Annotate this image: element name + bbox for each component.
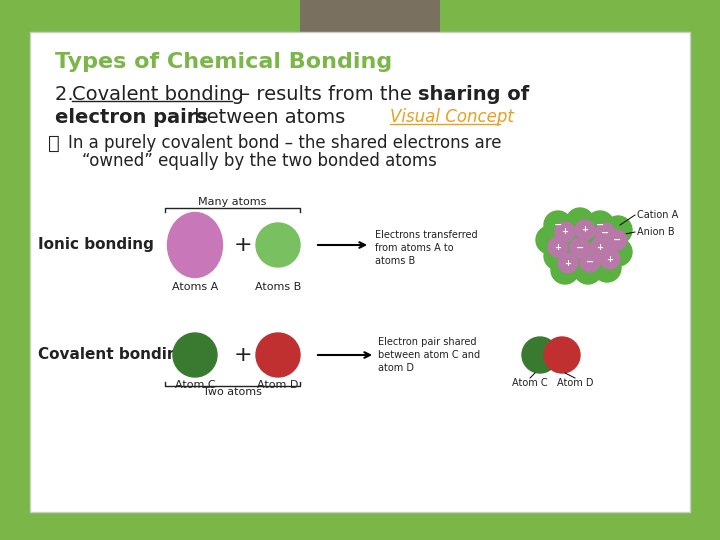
Text: +: + xyxy=(564,259,572,267)
Circle shape xyxy=(536,226,564,254)
Text: Atom C: Atom C xyxy=(175,380,215,390)
Text: +: + xyxy=(582,226,588,234)
Circle shape xyxy=(256,223,300,267)
Text: Visual Concept: Visual Concept xyxy=(390,108,514,126)
Text: Types of Chemical Bonding: Types of Chemical Bonding xyxy=(55,52,392,72)
Text: +: + xyxy=(554,242,562,252)
Circle shape xyxy=(593,254,621,282)
Circle shape xyxy=(607,230,627,250)
Circle shape xyxy=(595,223,615,243)
Circle shape xyxy=(570,238,590,258)
Text: −: − xyxy=(601,228,609,238)
Circle shape xyxy=(604,216,632,244)
Text: Atoms A: Atoms A xyxy=(172,282,218,292)
Text: Covalent bonding: Covalent bonding xyxy=(38,348,189,362)
Text: Atom D: Atom D xyxy=(557,378,593,388)
FancyBboxPatch shape xyxy=(300,0,440,50)
Circle shape xyxy=(522,337,558,373)
Text: +: + xyxy=(606,254,613,264)
Circle shape xyxy=(578,226,606,254)
Text: +: + xyxy=(562,227,569,237)
Text: −: − xyxy=(596,220,604,230)
Circle shape xyxy=(548,237,568,257)
Text: Two atoms: Two atoms xyxy=(202,387,261,397)
Circle shape xyxy=(544,211,572,239)
Circle shape xyxy=(558,253,578,273)
Text: Atoms B: Atoms B xyxy=(255,282,301,292)
Circle shape xyxy=(580,252,600,272)
Circle shape xyxy=(586,243,614,271)
Text: sharing of: sharing of xyxy=(418,85,529,104)
Circle shape xyxy=(575,220,595,240)
Circle shape xyxy=(173,333,217,377)
Circle shape xyxy=(551,256,579,284)
Text: −: − xyxy=(554,220,562,230)
Text: between atoms: between atoms xyxy=(188,108,346,127)
Circle shape xyxy=(555,222,575,242)
Text: −: − xyxy=(613,235,621,245)
Text: 2.: 2. xyxy=(55,85,80,104)
Text: +: + xyxy=(234,235,252,255)
Circle shape xyxy=(544,337,580,373)
Circle shape xyxy=(586,211,614,239)
Circle shape xyxy=(590,238,610,258)
Text: −: − xyxy=(586,257,594,267)
Circle shape xyxy=(558,224,586,252)
Text: Electrons transferred
from atoms A to
atoms B: Electrons transferred from atoms A to at… xyxy=(375,230,477,266)
Text: Many atoms: Many atoms xyxy=(198,197,266,207)
Circle shape xyxy=(574,256,602,284)
Circle shape xyxy=(256,333,300,377)
Text: −: − xyxy=(576,243,584,253)
Text: electron pairs: electron pairs xyxy=(55,108,208,127)
Circle shape xyxy=(598,228,626,256)
Text: ⤵: ⤵ xyxy=(48,134,60,153)
Text: – results from the: – results from the xyxy=(234,85,418,104)
Circle shape xyxy=(600,249,620,269)
Text: “owned” equally by the two bonded atoms: “owned” equally by the two bonded atoms xyxy=(82,152,437,170)
Text: In a purely covalent bond – the shared electrons are: In a purely covalent bond – the shared e… xyxy=(68,134,502,152)
Circle shape xyxy=(566,208,594,236)
Ellipse shape xyxy=(168,213,222,278)
Text: Cation A: Cation A xyxy=(637,210,678,220)
Text: Ionic bonding: Ionic bonding xyxy=(38,238,154,253)
Text: +: + xyxy=(596,244,603,253)
Text: Anion B: Anion B xyxy=(637,227,675,237)
Text: Atom D: Atom D xyxy=(257,380,299,390)
Text: Atom C: Atom C xyxy=(512,378,548,388)
Circle shape xyxy=(566,240,594,268)
Circle shape xyxy=(544,242,572,270)
Text: +: + xyxy=(234,345,252,365)
Circle shape xyxy=(604,238,632,266)
Text: Covalent bonding: Covalent bonding xyxy=(72,85,244,104)
FancyBboxPatch shape xyxy=(30,32,690,512)
Text: Electron pair shared
between atom C and
atom D: Electron pair shared between atom C and … xyxy=(378,337,480,373)
